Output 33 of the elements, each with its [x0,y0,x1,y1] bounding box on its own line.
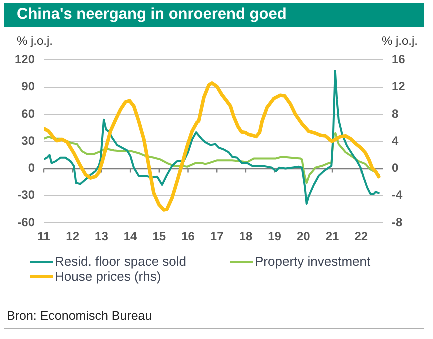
x-tick-label: 13 [95,230,109,244]
y2-tick-label: -8 [392,215,403,230]
y-tick-label: 60 [22,106,36,121]
y-tick-label: -30 [18,188,36,202]
y2-tick-label: 0 [392,161,399,176]
y-tick-label: 120 [14,52,36,67]
y-tick-label: 30 [22,134,36,148]
y-tick-label: 90 [22,80,36,94]
legend-label: Resid. floor space sold [55,254,187,269]
legend-label: Property investment [255,254,371,269]
x-tick-label: 12 [66,230,80,244]
x-tick-label: 17 [210,230,224,244]
x-tick-label: 22 [354,230,368,244]
y2-tick-label: 4 [392,134,399,148]
x-tick-label: 14 [124,230,138,244]
text: Bron: Economisch Bureau [7,309,152,323]
x-tick-label: 18 [239,230,253,244]
x-tick-label: 15 [152,230,166,244]
y2-tick-label: 12 [392,80,406,94]
legend-label: House prices (rhs) [55,269,162,284]
x-tick-label: 19 [268,230,282,244]
y2-tick-label: -4 [392,188,403,202]
y2-tick-label: 8 [392,106,399,121]
x-tick-label: 20 [296,230,311,244]
x-tick-label: 16 [182,230,196,244]
y-axis-title: % j.o.j. [17,34,54,48]
y-tick-label: -60 [18,215,36,230]
y2-tick-label: 16 [392,52,406,67]
x-tick-label: 11 [38,230,51,244]
y2-axis-title: % j.o.j. [382,34,418,48]
y-tick-label: 0 [28,161,36,176]
chart-title: China's neergang in onroerend goed [17,5,287,25]
x-tick-label: 21 [326,230,340,244]
